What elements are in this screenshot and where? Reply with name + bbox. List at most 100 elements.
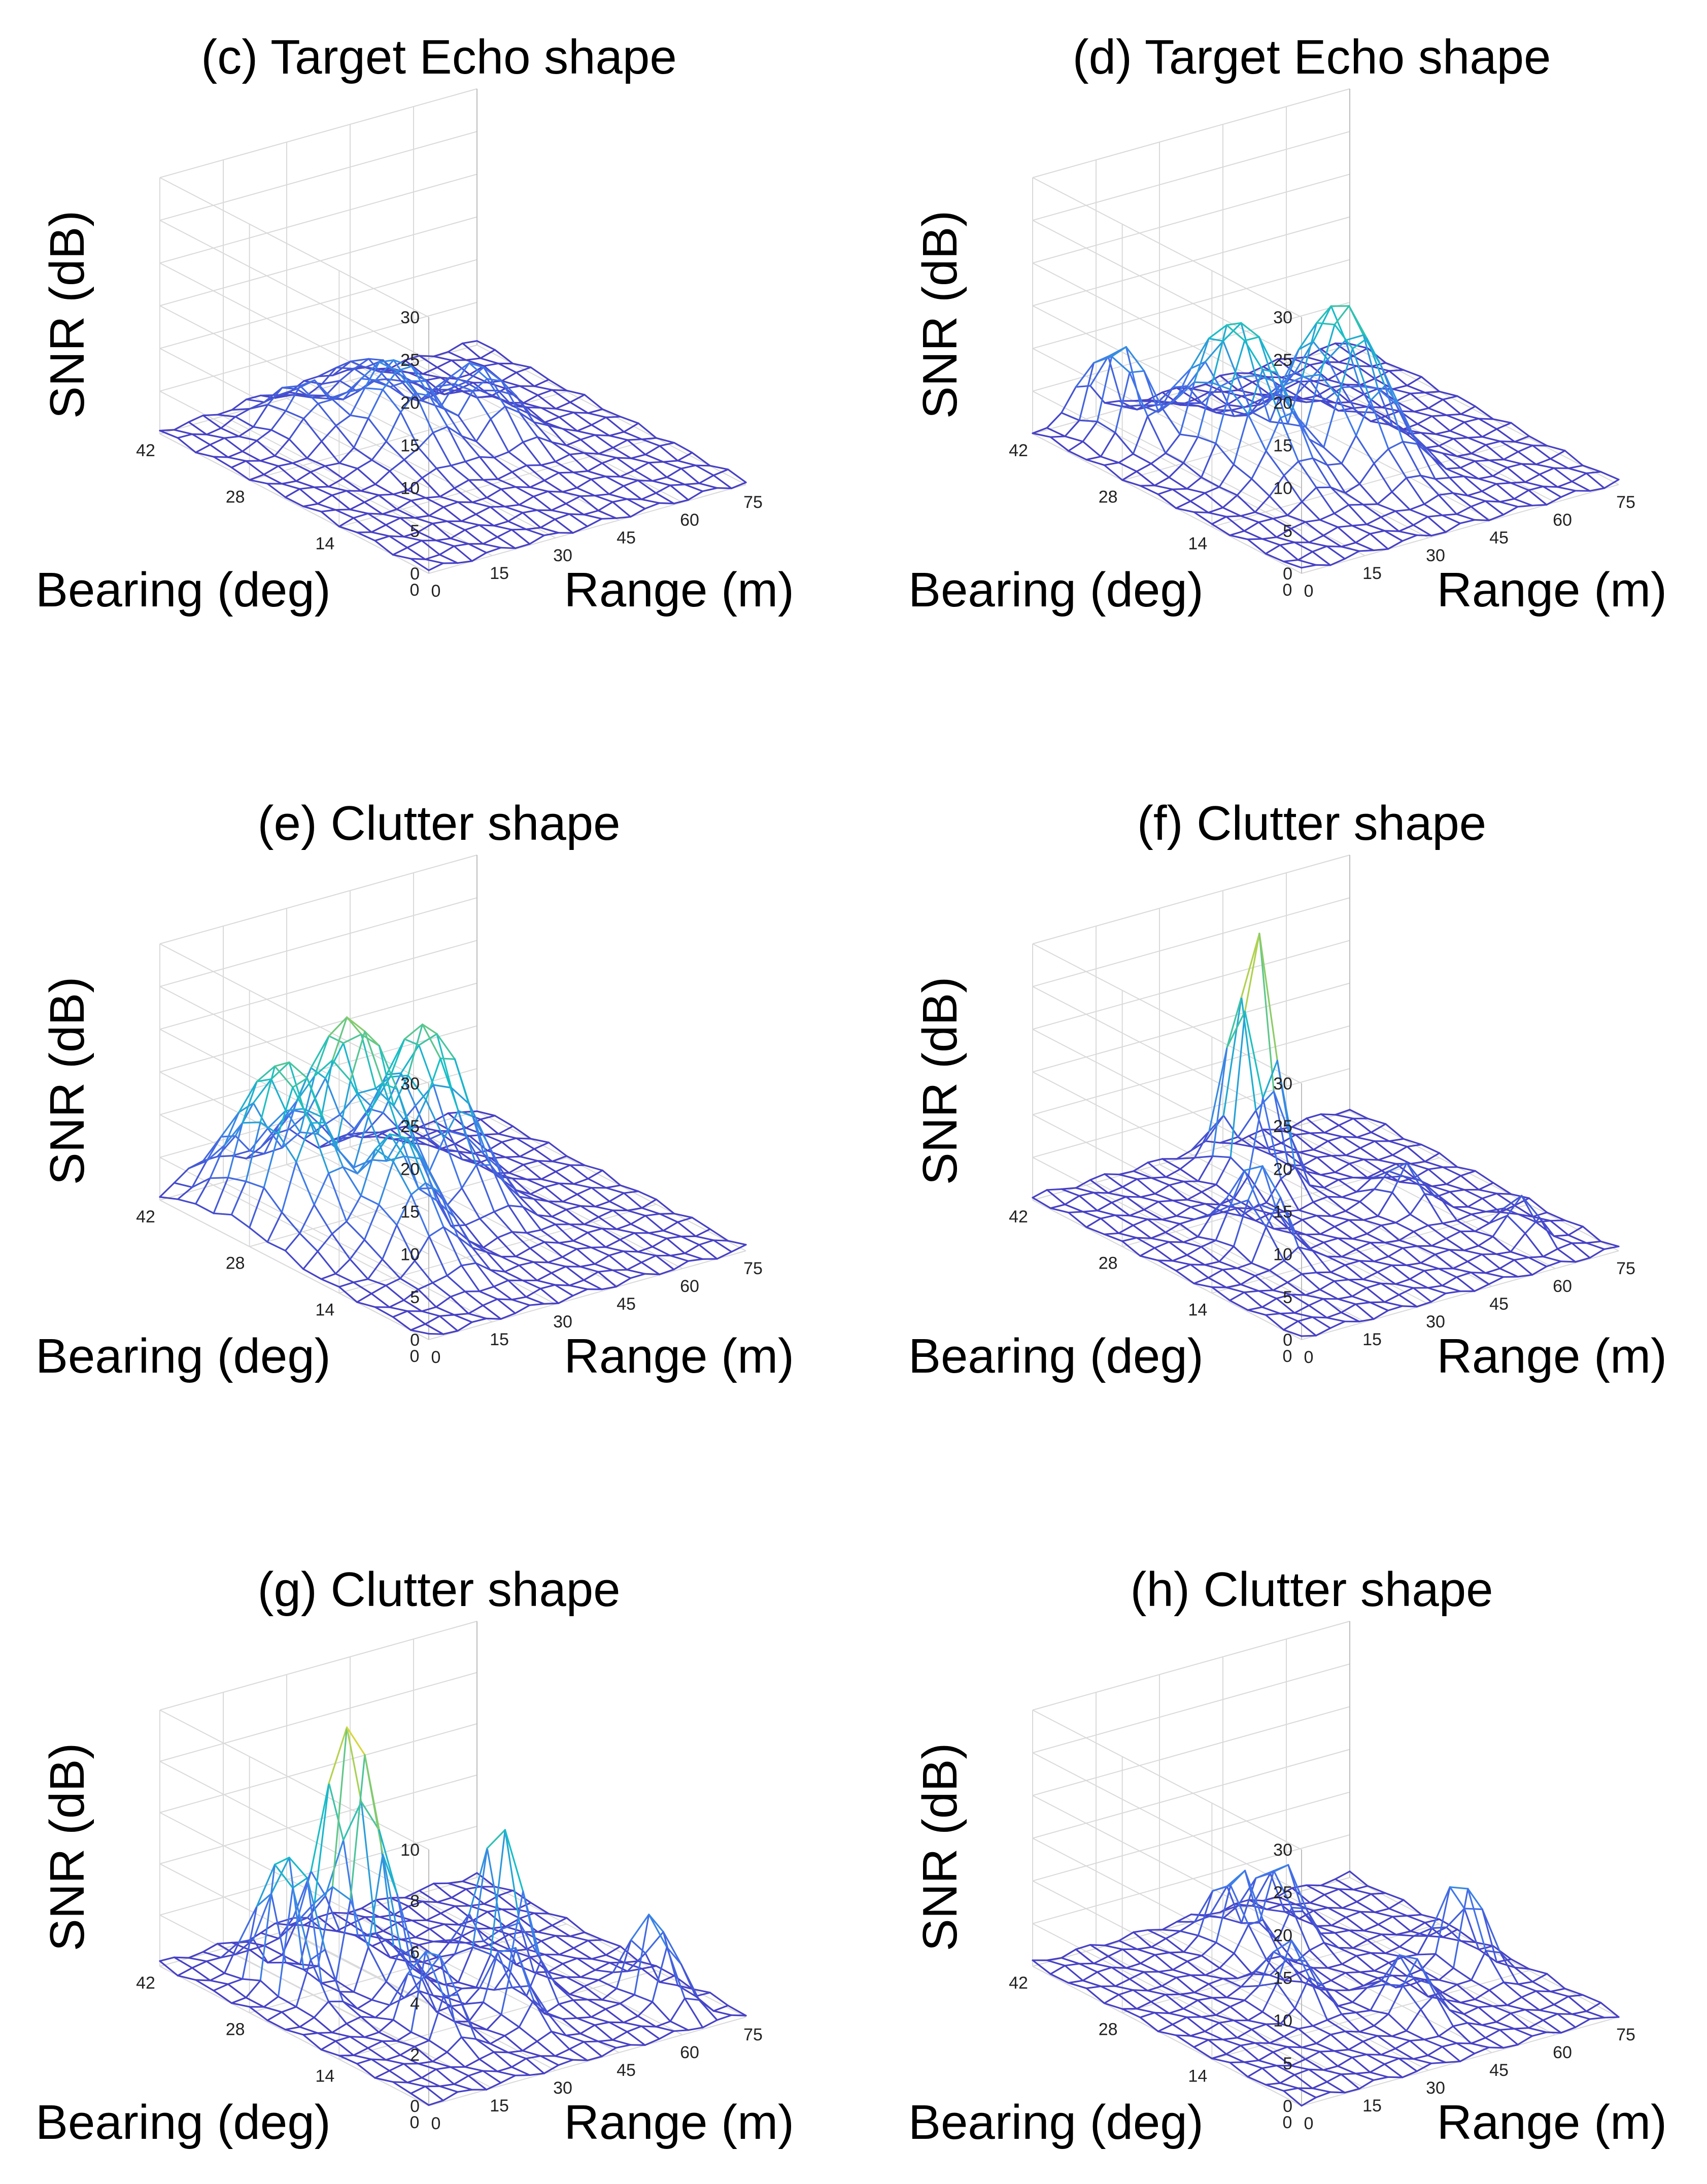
surface-segment <box>601 1988 618 2001</box>
surface-segment <box>1398 1231 1415 1241</box>
surface-segment <box>324 1121 344 1168</box>
x-tick-label: 15 <box>490 564 509 583</box>
surface-segment <box>320 509 337 513</box>
surface-segment <box>1308 1976 1325 1987</box>
surface-segment <box>465 1118 482 1129</box>
surface-segment <box>605 1954 625 1964</box>
surface-segment <box>1341 386 1357 413</box>
z-axis-label: SNR (dB) <box>40 977 94 1185</box>
surface-segment <box>1546 1973 1566 1990</box>
surface-segment <box>1427 1287 1447 1294</box>
surface-segment <box>1093 1962 1113 1968</box>
surface-segment <box>227 1122 244 1179</box>
surface-segment <box>429 1130 449 1140</box>
side-wall-gridline <box>159 986 429 1127</box>
surface-segment <box>206 1144 226 1162</box>
surface-segment <box>382 370 398 391</box>
surface-segment <box>519 1922 535 1973</box>
surface-segment <box>486 2014 502 2031</box>
surface-segment <box>507 1205 528 1234</box>
surface-segment <box>1560 490 1577 498</box>
surface-segment <box>1204 1264 1224 1271</box>
surface-segment <box>500 380 521 414</box>
surface-segment <box>605 1187 625 1194</box>
x-tick-label: 30 <box>1426 546 1445 565</box>
surface-segment <box>399 1260 416 1280</box>
surface-segment <box>702 2019 718 2029</box>
surface-segment <box>482 1237 499 1249</box>
surface-segment <box>306 1077 326 1123</box>
surface-segment <box>684 1997 700 2001</box>
surface-segment <box>1133 1931 1152 1948</box>
surface-segment <box>669 1997 686 2022</box>
surface-segment <box>1125 346 1145 372</box>
surface-segment <box>371 1159 387 1162</box>
surface-segment <box>1311 551 1332 566</box>
surface-segment <box>1244 1999 1264 2013</box>
surface-segment <box>1449 1886 1465 1909</box>
surface-segment <box>1240 322 1256 377</box>
surface-segment <box>1488 1981 1505 1991</box>
surface-segment <box>1391 1146 1408 1156</box>
surface-segment <box>1225 2053 1245 2063</box>
surface-segment <box>507 520 527 530</box>
surface-segment <box>1237 377 1253 414</box>
surface-segment <box>1334 402 1354 409</box>
surface-segment <box>1385 1123 1405 1140</box>
surface-segment <box>1061 386 1077 414</box>
surface-segment <box>1190 1974 1210 1985</box>
surface-segment <box>1449 421 1465 432</box>
surface-segment <box>1313 1140 1329 1151</box>
surface-segment <box>1212 1046 1228 1157</box>
surface-segment <box>1182 1241 1203 1248</box>
surface-segment <box>1309 1184 1328 1198</box>
surface-segment <box>385 411 402 442</box>
surface-segment <box>548 424 564 430</box>
surface-segment <box>1345 1201 1361 1212</box>
surface-segment <box>302 503 319 507</box>
surface-segment <box>555 407 575 414</box>
surface-segment <box>1197 382 1213 438</box>
surface-segment <box>320 1278 340 1288</box>
surface-segment <box>666 1237 686 1254</box>
surface-segment <box>425 1182 445 1228</box>
surface-segment <box>1240 393 1257 397</box>
surface-segment <box>1294 1231 1314 1252</box>
surface-segment <box>493 2051 513 2068</box>
surface-segment <box>510 528 527 531</box>
surface-segment <box>1236 2037 1256 2044</box>
surface-segment <box>1305 1288 1321 1296</box>
side-wall-gridline <box>1032 1837 1302 1978</box>
surface-segment <box>414 2045 434 2063</box>
surface-segment <box>633 469 654 482</box>
surface-segment <box>1459 467 1480 480</box>
surface-segment <box>612 447 632 459</box>
surface-segment <box>1330 1972 1347 1982</box>
surface-segment <box>691 1216 711 1230</box>
surface-segment <box>1348 1219 1368 1235</box>
surface-segment <box>331 391 348 400</box>
surface-segment <box>658 1269 675 1276</box>
surface-segment <box>475 513 495 527</box>
surface-segment <box>1492 1182 1512 1195</box>
surface-segment <box>1409 2040 1429 2057</box>
surface-segment <box>591 1954 607 1960</box>
surface-segment <box>543 1241 563 1258</box>
surface-segment <box>1430 1245 1451 1251</box>
surface-segment <box>191 433 211 446</box>
surface-segment <box>1205 1140 1221 1144</box>
surface-segment <box>191 1960 208 1969</box>
surface-segment <box>676 1216 693 1223</box>
surface-segment <box>379 1914 395 1918</box>
surface-segment <box>1373 1962 1390 1972</box>
surface-segment <box>504 505 524 514</box>
surface-segment <box>1049 436 1070 452</box>
surface-segment <box>1366 1233 1386 1244</box>
surface-segment <box>1233 1924 1250 1955</box>
surface-segment <box>1413 1231 1432 1247</box>
surface-segment <box>471 1317 488 1323</box>
surface-segment <box>1513 489 1530 500</box>
surface-segment <box>1442 452 1461 469</box>
surface-segment <box>1104 1939 1120 1947</box>
surface-segment <box>1413 1224 1429 1233</box>
